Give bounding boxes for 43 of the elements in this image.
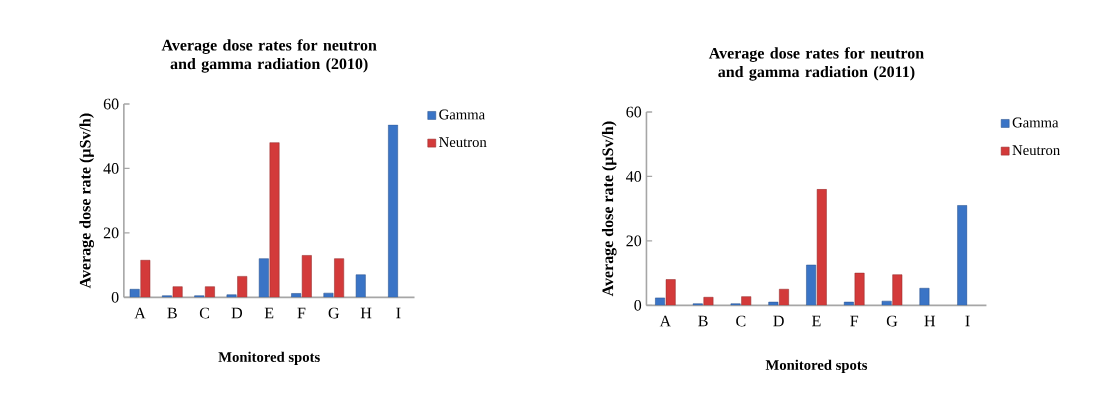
y-tick-label: 20 (626, 235, 642, 247)
x-tick-label: B (698, 315, 708, 327)
y-tick-label: 20 (103, 227, 119, 239)
y-tick-label: 60 (103, 98, 119, 110)
chart-title: Average dose rates for neutron and gamma radiation (2010) (161, 39, 377, 73)
x-tick-label: H (360, 307, 372, 319)
x-axis-title: Monitored spots (218, 351, 320, 365)
x-tick-label: I (965, 315, 970, 327)
legend-label: Neutron (1012, 145, 1060, 156)
x-tick-label: G (328, 307, 340, 319)
bar (919, 287, 930, 306)
y-tick-label: 0 (634, 299, 642, 311)
legend-label: Gamma (439, 109, 485, 120)
x-tick-label: B (167, 307, 177, 319)
x-tick-label: C (199, 307, 210, 319)
bar (957, 205, 968, 306)
x-tick-label: E (812, 315, 821, 327)
x-tick-label: C (736, 315, 746, 327)
x-axis-title: Monitored spots (765, 359, 868, 373)
x-tick-label: E (264, 307, 274, 319)
legend-label: Neutron (439, 137, 487, 148)
x-tick-label: G (886, 315, 898, 327)
y-axis-title: Average dose rate (µSv/h) (79, 113, 94, 289)
x-tick-label: D (773, 315, 784, 327)
bar (881, 300, 892, 306)
x-tick-label: H (924, 315, 936, 327)
x-tick-label: F (850, 315, 859, 327)
x-tick-label: D (231, 307, 243, 319)
bar (768, 301, 779, 306)
x-tick-label: I (396, 307, 401, 319)
y-axis-title: Average dose rate (µSv/h) (601, 121, 617, 297)
y-tick-label: 40 (103, 163, 119, 174)
legend-label: Gamma (1012, 117, 1059, 128)
x-tick-label: F (297, 307, 306, 319)
bar (843, 301, 854, 306)
y-tick-label: 40 (626, 171, 642, 182)
y-tick-label: 60 (626, 106, 642, 118)
x-tick-label: A (659, 315, 671, 327)
chart-title: Average dose rates for neutron and gamma radiation (2011) (708, 47, 924, 81)
x-tick-label: A (134, 307, 146, 319)
y-tick-label: 0 (111, 291, 119, 303)
bar (806, 264, 817, 306)
bar (655, 297, 665, 306)
